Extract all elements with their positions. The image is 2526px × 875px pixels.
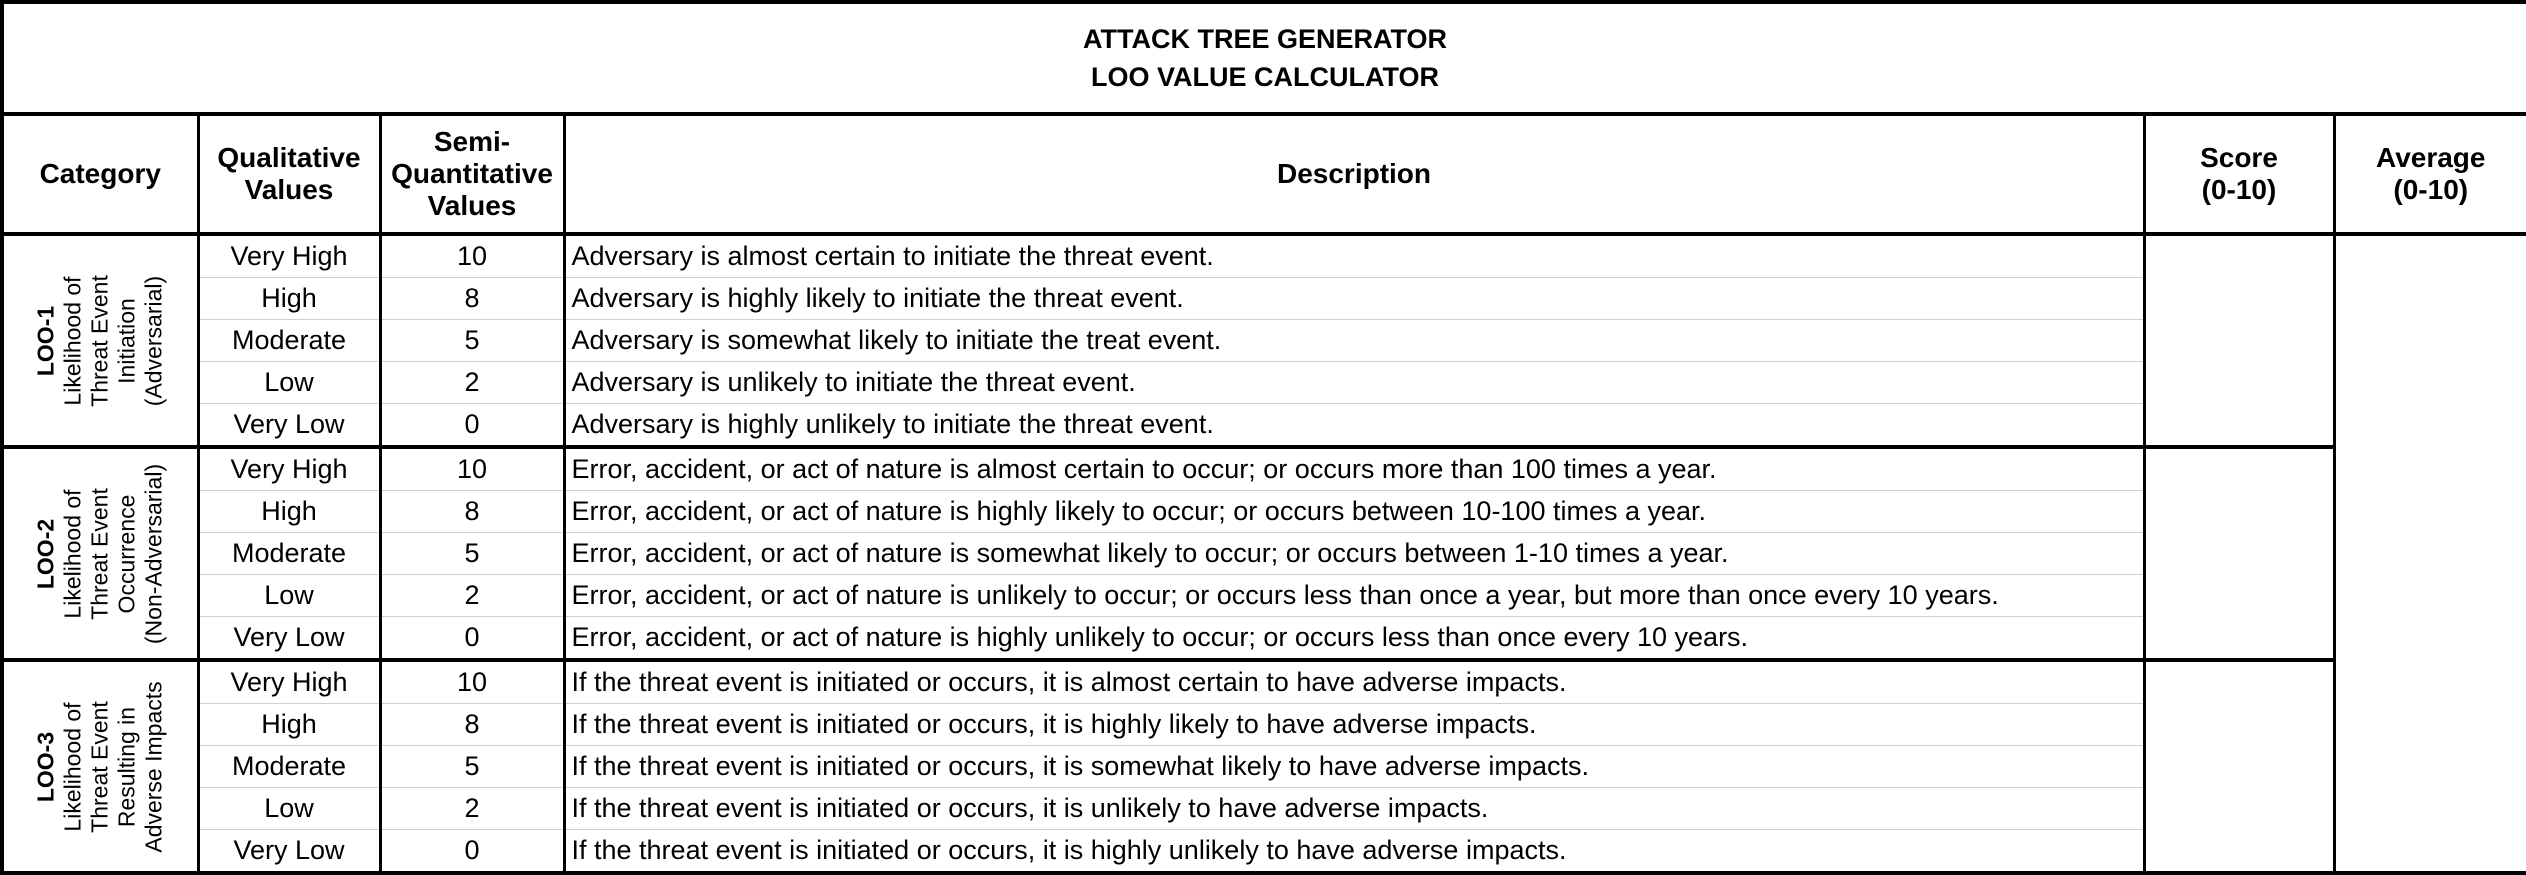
- score-input-cell-loo-2[interactable]: [2144, 447, 2334, 660]
- header-category: Category: [2, 114, 198, 234]
- semi-quantitative-value-cell: 8: [380, 278, 564, 320]
- score-input-cell-loo-3[interactable]: [2144, 660, 2334, 873]
- description-cell: Adversary is highly likely to initiate t…: [564, 278, 2144, 320]
- category-label-line: (Non-Adversarial): [141, 463, 168, 643]
- semi-quantitative-value-cell: 5: [380, 320, 564, 362]
- category-label-line: Threat Event: [87, 275, 114, 407]
- qualitative-value-cell: Very Low: [198, 617, 380, 661]
- semi-quantitative-value-cell: 0: [380, 617, 564, 661]
- category-label-line: Occurrence: [114, 463, 141, 643]
- qualitative-value-cell: High: [198, 491, 380, 533]
- sheet-title: ATTACK TREE GENERATOR LOO VALUE CALCULAT…: [2, 2, 2526, 114]
- title-line-1: ATTACK TREE GENERATOR: [4, 20, 2526, 58]
- description-cell: Error, accident, or act of nature is alm…: [564, 447, 2144, 491]
- header-semi-line-1: Semi-: [382, 126, 563, 158]
- qualitative-value-cell: Low: [198, 788, 380, 830]
- category-code: LOO-1: [33, 275, 60, 407]
- category-label-line: Threat Event: [87, 463, 114, 643]
- description-cell: Error, accident, or act of nature is unl…: [564, 575, 2144, 617]
- description-cell: If the threat event is initiated or occu…: [564, 660, 2144, 704]
- qualitative-value-cell: Very High: [198, 234, 380, 278]
- header-score: Score (0-10): [2144, 114, 2334, 234]
- description-cell: Adversary is highly unlikely to initiate…: [564, 404, 2144, 448]
- header-qualitative-line-1: Qualitative: [200, 142, 379, 174]
- semi-quantitative-value-cell: 2: [380, 362, 564, 404]
- category-code: LOO-2: [33, 463, 60, 643]
- semi-quantitative-value-cell: 10: [380, 234, 564, 278]
- category-label-line: Threat Event: [87, 681, 114, 852]
- description-cell: If the threat event is initiated or occu…: [564, 788, 2144, 830]
- qualitative-value-cell: Low: [198, 575, 380, 617]
- header-average-line-2: (0-10): [2336, 174, 2526, 206]
- semi-quantitative-value-cell: 2: [380, 575, 564, 617]
- semi-quantitative-value-cell: 8: [380, 704, 564, 746]
- score-input-cell-loo-1[interactable]: [2144, 234, 2334, 447]
- qualitative-value-cell: Very Low: [198, 830, 380, 874]
- header-semi-line-2: Quantitative: [382, 158, 563, 190]
- header-average-line-1: Average: [2336, 142, 2526, 174]
- semi-quantitative-value-cell: 8: [380, 491, 564, 533]
- header-description: Description: [564, 114, 2144, 234]
- header-row: Category Qualitative Values Semi- Quanti…: [2, 114, 2526, 234]
- header-qualitative-line-2: Values: [200, 174, 379, 206]
- qualitative-value-cell: Moderate: [198, 320, 380, 362]
- category-code: LOO-3: [33, 681, 60, 852]
- description-cell: Adversary is almost certain to initiate …: [564, 234, 2144, 278]
- description-cell: If the threat event is initiated or occu…: [564, 830, 2144, 874]
- category-label-line: Resulting in: [114, 681, 141, 852]
- description-cell: If the threat event is initiated or occu…: [564, 746, 2144, 788]
- category-label-line: Likelihood of: [60, 681, 87, 852]
- category-label-line: Adverse Impacts: [141, 681, 168, 852]
- description-cell: Error, accident, or act of nature is hig…: [564, 617, 2144, 661]
- qualitative-value-cell: Moderate: [198, 746, 380, 788]
- description-cell: If the threat event is initiated or occu…: [564, 704, 2144, 746]
- category-label-line: (Adversarial): [141, 275, 168, 407]
- semi-quantitative-value-cell: 5: [380, 746, 564, 788]
- qualitative-value-cell: High: [198, 278, 380, 320]
- qualitative-value-cell: Moderate: [198, 533, 380, 575]
- description-cell: Error, accident, or act of nature is som…: [564, 533, 2144, 575]
- qualitative-value-cell: High: [198, 704, 380, 746]
- semi-quantitative-value-cell: 5: [380, 533, 564, 575]
- average-cell[interactable]: [2334, 234, 2526, 873]
- semi-quantitative-value-cell: 10: [380, 660, 564, 704]
- semi-quantitative-value-cell: 2: [380, 788, 564, 830]
- header-semi-line-3: Values: [382, 190, 563, 222]
- semi-quantitative-value-cell: 0: [380, 830, 564, 874]
- header-average: Average (0-10): [2334, 114, 2526, 234]
- semi-quantitative-value-cell: 0: [380, 404, 564, 448]
- header-qualitative: Qualitative Values: [198, 114, 380, 234]
- qualitative-value-cell: Low: [198, 362, 380, 404]
- category-label-line: Likelihood of: [60, 463, 87, 643]
- title-line-2: LOO VALUE CALCULATOR: [4, 58, 2526, 96]
- description-cell: Adversary is somewhat likely to initiate…: [564, 320, 2144, 362]
- semi-quantitative-value-cell: 10: [380, 447, 564, 491]
- category-label-line: Initiation: [114, 275, 141, 407]
- qualitative-value-cell: Very High: [198, 660, 380, 704]
- description-cell: Error, accident, or act of nature is hig…: [564, 491, 2144, 533]
- qualitative-value-cell: Very Low: [198, 404, 380, 448]
- category-label-line: Likelihood of: [60, 275, 87, 407]
- description-cell: Adversary is unlikely to initiate the th…: [564, 362, 2144, 404]
- title-row: ATTACK TREE GENERATOR LOO VALUE CALCULAT…: [2, 2, 2526, 114]
- qualitative-value-cell: Very High: [198, 447, 380, 491]
- header-score-line-2: (0-10): [2146, 174, 2333, 206]
- header-score-line-1: Score: [2146, 142, 2333, 174]
- header-semi-quantitative: Semi- Quantitative Values: [380, 114, 564, 234]
